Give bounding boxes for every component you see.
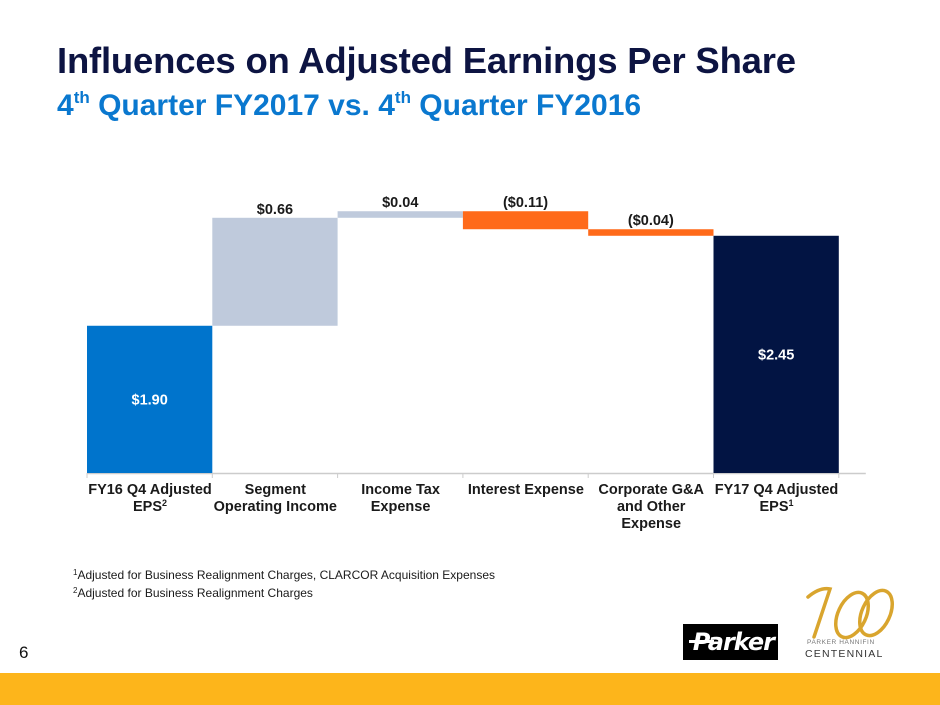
footnotes: 1Adjusted for Business Realignment Charg… bbox=[73, 566, 495, 602]
bar-0 bbox=[87, 325, 213, 473]
footnote-1: 1Adjusted for Business Realignment Charg… bbox=[73, 566, 495, 584]
bar-2 bbox=[337, 211, 463, 218]
x-tick-label-line2: EPS1 bbox=[759, 498, 794, 516]
x-tick-label-0: FY16 Q4 Adjusted EPS2 bbox=[87, 482, 213, 516]
x-tick-label-2: Income Tax Expense bbox=[338, 482, 464, 516]
x-tick-label-line1: Corporate G&A bbox=[598, 482, 704, 498]
subtitle-sup-1: th bbox=[73, 88, 90, 107]
bar-4 bbox=[588, 229, 714, 236]
x-tick-label-line1: Segment bbox=[244, 482, 306, 498]
subtitle-num-2: 4 bbox=[378, 89, 395, 122]
subtitle-num-1: 4 bbox=[57, 89, 74, 122]
footnote-2-text: Adjusted for Business Realignment Charge… bbox=[77, 586, 313, 600]
x-tick-label-line1: Income Tax bbox=[361, 482, 440, 498]
parker-logo: Parker bbox=[683, 624, 778, 660]
x-tick-label-line1: FY16 Q4 Adjusted bbox=[88, 482, 212, 498]
centennial-company: PARKER HANNIFIN bbox=[807, 639, 875, 646]
bar-3 bbox=[462, 211, 589, 230]
x-tick-label-line2: EPS2 bbox=[132, 498, 168, 516]
x-tick-label-1: Segment Operating Income bbox=[212, 482, 338, 516]
footnote-1-marker: 1 bbox=[73, 568, 78, 577]
waterfall-chart: $1.90 $0.66 $0.04 ($0.11) ($0.04) $2.45 bbox=[86, 195, 866, 478]
x-tick-label-line2: and Other bbox=[616, 499, 686, 515]
x-tick-label-5: FY17 Q4 Adjusted EPS1 bbox=[714, 482, 840, 516]
page-subtitle: 4th Quarter FY2017 vs. 4th Quarter FY201… bbox=[57, 89, 641, 123]
centennial-logo: PARKER HANNIFIN CENTENNIAL bbox=[800, 585, 900, 665]
bottom-accent-bar bbox=[0, 673, 940, 705]
page-title: Influences on Adjusted Earnings Per Shar… bbox=[57, 40, 796, 81]
data-label-1: $0.66 bbox=[257, 202, 293, 218]
footnote-2: 2Adjusted for Business Realignment Charg… bbox=[73, 584, 495, 602]
x-tick-label-3: Interest Expense bbox=[463, 482, 589, 499]
page-number: 6 bbox=[19, 643, 29, 662]
x-tick-label-4: Corporate G&A and Other Expense bbox=[588, 482, 714, 533]
x-tick-label-line3: Expense bbox=[621, 516, 682, 532]
centennial-word: CENTENNIAL bbox=[805, 648, 884, 660]
data-label-0: $1.90 bbox=[132, 392, 168, 408]
data-label-2: $0.04 bbox=[382, 195, 418, 211]
parker-logo-text: Parker bbox=[692, 628, 775, 656]
subtitle-sup-2: th bbox=[394, 88, 411, 107]
x-tick-label-line1: FY17 Q4 Adjusted bbox=[714, 482, 839, 498]
x-tick-label-line2: Operating Income bbox=[213, 499, 337, 515]
bar-1 bbox=[212, 217, 338, 326]
data-label-3: ($0.11) bbox=[503, 195, 548, 211]
bar-5 bbox=[713, 235, 839, 473]
subtitle-text-1: Quarter FY2017 vs. bbox=[89, 89, 379, 122]
data-label-5: $2.45 bbox=[758, 347, 794, 363]
data-label-4: ($0.04) bbox=[628, 213, 674, 229]
centennial-100-icon bbox=[806, 586, 894, 640]
x-tick-label-line2: Expense bbox=[370, 499, 431, 515]
footnote-2-marker: 2 bbox=[73, 586, 78, 595]
x-tick-label-line1: Interest Expense bbox=[467, 482, 584, 498]
parker-logo-line bbox=[689, 640, 714, 643]
subtitle-text-2: Quarter FY2016 bbox=[410, 89, 642, 122]
footnote-1-text: Adjusted for Business Realignment Charge… bbox=[77, 568, 495, 582]
